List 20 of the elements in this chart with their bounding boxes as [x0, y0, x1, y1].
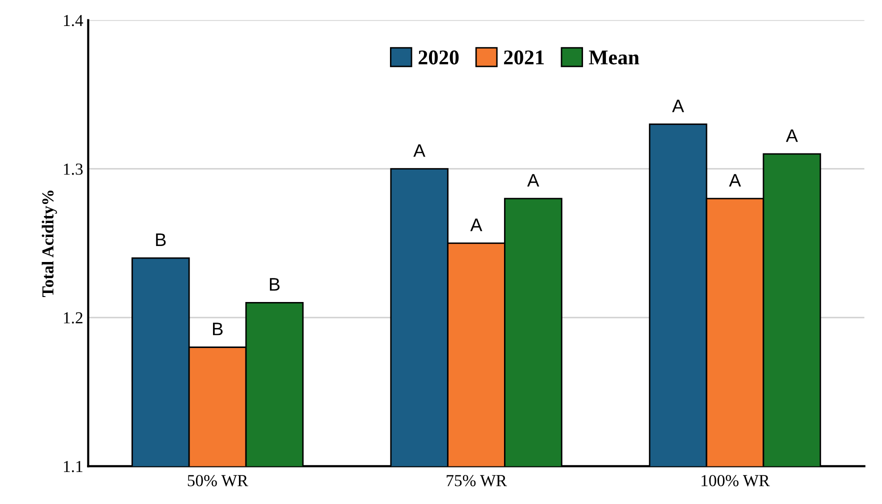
legend-label: Mean: [588, 50, 640, 64]
annotation: A: [729, 174, 741, 186]
annotation: A: [527, 174, 540, 186]
annotation: A: [470, 218, 482, 232]
legend-label: 2021: [504, 50, 544, 64]
annotation: B: [270, 278, 280, 291]
annotation: B: [213, 322, 223, 336]
x-tick-label: 50% WR: [188, 475, 248, 486]
y-tick-label: 1.4: [64, 14, 84, 26]
y-tick-label: 1.2: [64, 312, 82, 324]
x-tick-label: 75% WR: [446, 475, 507, 486]
annotation: A: [672, 100, 684, 112]
annotation: A: [786, 129, 798, 142]
x-tick-label: 100% WR: [702, 475, 770, 486]
y-tick-label: 1.1: [64, 460, 82, 472]
annotation: B: [156, 234, 166, 246]
y-axis-title: Total Acidity%: [42, 190, 57, 298]
legend-label: 2020: [418, 50, 459, 64]
annotation: A: [413, 144, 426, 157]
y-tick-label: 1.3: [64, 164, 83, 175]
